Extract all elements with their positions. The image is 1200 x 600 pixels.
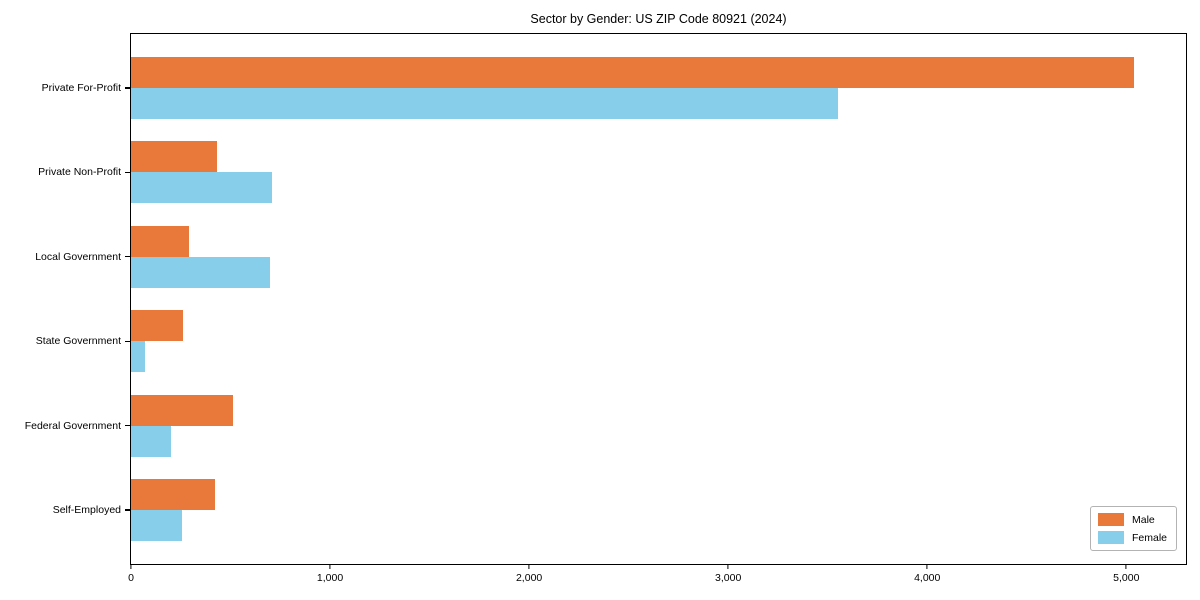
bar-male-federal-government [131,394,233,426]
bar-female-private-for-profit [131,88,838,119]
y-tick-local-government [125,256,130,258]
plot-area: Private For-Profit Private Non-Profit Loca… [25,33,1187,584]
chart-title: Sector by Gender: US ZIP Code 80921 (202… [530,12,787,26]
x-tick-3000 [727,564,729,569]
legend: Male Female [1089,506,1177,551]
x-tick-label-1000: 1,000 [316,572,344,584]
y-tick-federal-government [125,425,130,427]
bar-groups-container: Private For-Profit Private Non-Profit Loca… [25,34,1186,584]
category-label-private-non-profit: Private Non-Profit [38,166,121,179]
legend-swatch-female [1097,531,1124,544]
category-label-federal-government: Federal Government [24,419,121,432]
legend-label-female: Female [1131,531,1167,544]
bar-male-private-non-profit [131,141,217,173]
category-label-state-government: State Government [35,335,121,348]
bar-female-private-non-profit [131,172,273,204]
category-label-local-government: Local Government [35,250,121,263]
y-tick-state-government [125,340,130,342]
y-tick-private-for-profit [125,87,130,89]
bar-male-private-for-profit [131,57,1135,88]
bar-male-state-government [131,310,183,342]
x-tick-label-0: 0 [128,572,134,584]
bar-male-self-employed [131,479,215,510]
x-tick-4000 [926,564,928,569]
bar-female-state-government [131,341,145,373]
x-tick-label-5000: 5,000 [1113,572,1140,584]
legend-item-female: Female [1097,531,1167,544]
bar-female-local-government [131,256,271,288]
category-label-private-for-profit: Private For-Profit [41,82,121,94]
y-tick-private-non-profit [125,171,130,173]
legend-item-male: Male [1097,513,1167,526]
bar-female-federal-government [131,425,171,457]
y-tick-self-employed [125,509,130,511]
x-tick-label-2000: 2,000 [515,572,543,584]
x-tick-2000 [528,564,530,569]
x-tick-0 [130,564,132,569]
category-label-self-employed: Self-Employed [52,504,121,516]
legend-swatch-male [1097,513,1124,526]
x-tick-5000 [1125,564,1127,569]
x-tick-label-4000: 4,000 [914,572,941,584]
legend-label-male: Male [1131,513,1155,526]
bar-male-local-government [131,225,189,257]
x-tick-label-3000: 3,000 [715,572,742,584]
bar-female-self-employed [131,510,182,541]
x-tick-1000 [329,564,331,569]
